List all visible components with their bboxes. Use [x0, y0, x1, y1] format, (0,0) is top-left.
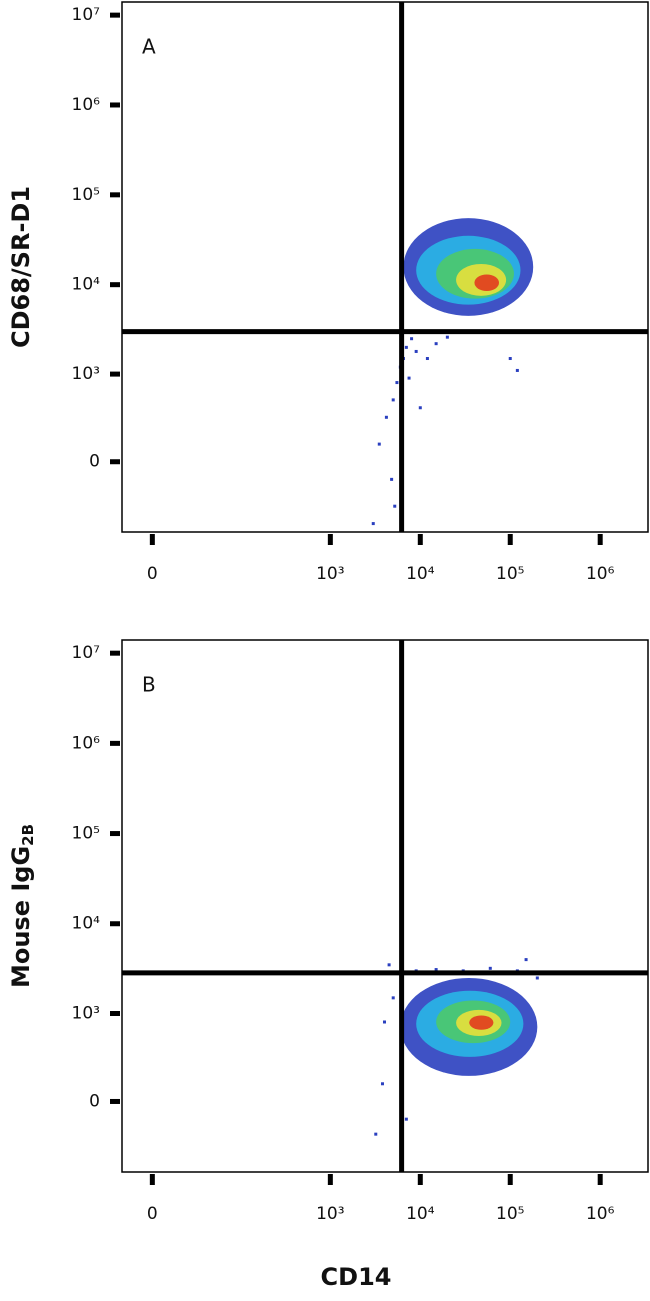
x-tick-label: 10⁵ [496, 564, 524, 584]
y-tick-label: 10⁷ [72, 5, 101, 25]
event-dot [382, 1020, 386, 1024]
x-tick-label: 10⁶ [586, 1204, 615, 1224]
event-dot [488, 966, 492, 970]
event-dot [425, 357, 429, 361]
panel-label: B [142, 673, 156, 697]
y-axis-label-text: CD68/SR-D1 [7, 186, 35, 348]
event-dot [410, 337, 414, 341]
x-tick-label: 0 [147, 1204, 158, 1224]
y-tick-label: 0 [89, 452, 100, 472]
x-tick-label: 0 [147, 564, 158, 584]
y-tick-label: 10⁷ [72, 643, 101, 663]
density-contour [474, 274, 500, 292]
event-dot [508, 357, 512, 361]
event-dot [380, 1082, 384, 1086]
y-tick-label: 10³ [72, 364, 100, 384]
y-tick-label: 10⁵ [72, 824, 100, 844]
x-tick-label: 10⁴ [406, 564, 435, 584]
x-tick-label: 10⁶ [586, 564, 615, 584]
x-axis-label: CD14 [321, 1263, 392, 1291]
event-dot [395, 381, 399, 385]
event-dot [515, 368, 519, 372]
y-tick-label: 10⁴ [72, 275, 101, 295]
event-dot [384, 415, 388, 419]
y-tick-label: 10⁵ [72, 185, 100, 205]
x-tick-label: 10⁵ [496, 1204, 524, 1224]
x-tick-label: 10³ [316, 564, 344, 584]
event-dot [524, 958, 528, 962]
y-tick-label: 10³ [72, 1003, 100, 1023]
event-dot [374, 1132, 378, 1136]
x-tick-label: 10⁴ [406, 1204, 435, 1224]
y-tick-label: 10⁶ [72, 733, 101, 753]
density-contour [469, 1015, 494, 1030]
event-dot [393, 504, 397, 508]
panel-label: A [142, 35, 156, 59]
event-dot [377, 442, 381, 446]
y-tick-label: 10⁴ [72, 914, 101, 934]
y-axis-label: CD68/SR-D1 [7, 186, 35, 348]
event-dot [387, 963, 391, 967]
event-dot [434, 968, 438, 972]
event-dot [391, 398, 395, 402]
event-dot [390, 477, 394, 481]
y-tick-label: 10⁶ [72, 95, 101, 115]
plot-frame [121, 639, 649, 1173]
event-dot [407, 376, 411, 380]
y-tick-label: 0 [89, 1091, 100, 1111]
y-axis-label-subscript: 2B [19, 824, 37, 846]
event-dot [371, 522, 375, 526]
event-dot [445, 335, 449, 339]
x-tick-label: 10³ [316, 1204, 344, 1224]
plot-frame [121, 1, 649, 533]
y-axis-label-text: Mouse IgG [7, 846, 35, 988]
event-dot [434, 342, 438, 346]
y-axis-label: Mouse IgG2B [7, 824, 37, 988]
event-dot [404, 345, 408, 349]
event-dot [414, 349, 418, 353]
event-dot [404, 1117, 408, 1121]
event-dot [391, 996, 395, 1000]
event-dot [418, 406, 422, 410]
event-dot [535, 976, 539, 980]
